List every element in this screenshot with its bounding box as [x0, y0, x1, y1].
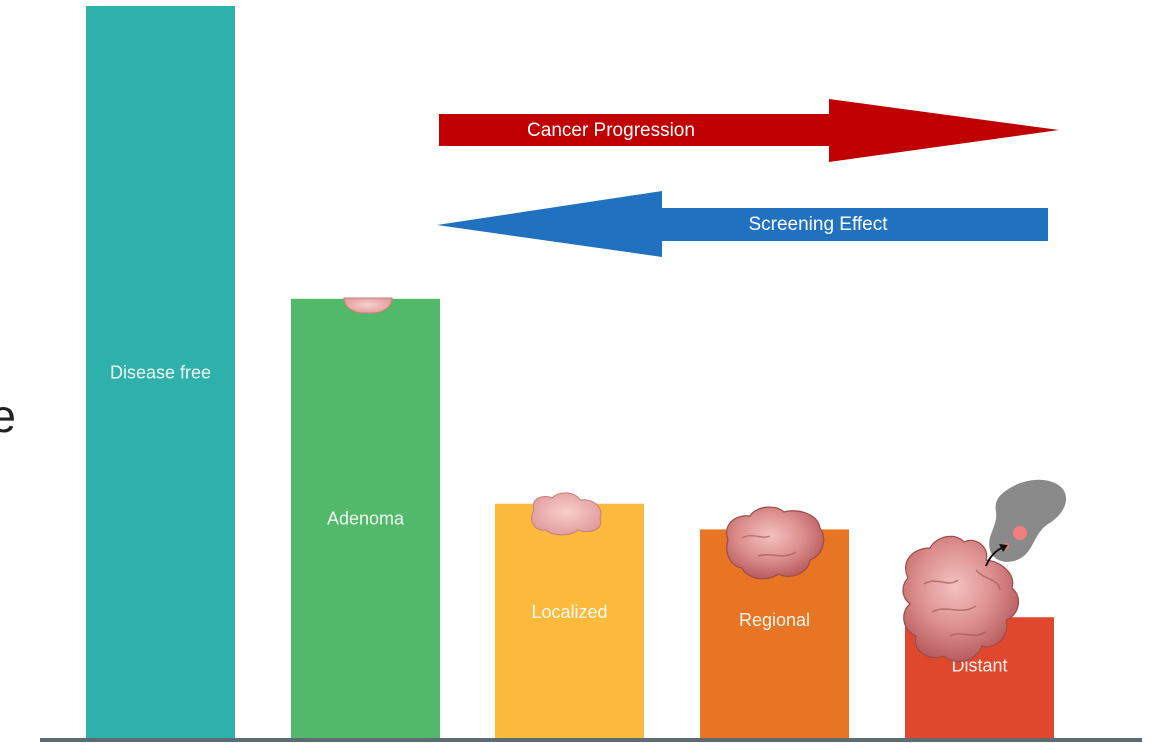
bar-label-regional: Regional	[739, 610, 810, 630]
bar-localized	[495, 503, 644, 738]
bar-label-disease-free: Disease free	[110, 363, 211, 383]
edge-glyph-text: e	[0, 390, 16, 442]
adenoma-polyp	[343, 297, 393, 314]
screening-effect-label: Screening Effect	[748, 214, 888, 235]
localized-tumor	[531, 492, 602, 536]
distant-tumor	[902, 535, 1020, 663]
screening-effect-arrow: Screening Effect	[437, 191, 1048, 257]
bar-disease-free	[86, 6, 235, 738]
bar-adenoma	[291, 298, 440, 738]
bar-label-adenoma: Adenoma	[327, 509, 405, 529]
metastasis-arrow	[985, 544, 1008, 567]
edge-glyph: e	[0, 386, 16, 446]
regional-tumor	[726, 506, 825, 580]
cancer-progression-arrow: Cancer Progression	[439, 99, 1059, 162]
cancer-progression-label: Cancer Progression	[527, 120, 695, 141]
bar-label-localized: Localized	[531, 602, 607, 622]
metastasis-organ	[989, 479, 1067, 562]
